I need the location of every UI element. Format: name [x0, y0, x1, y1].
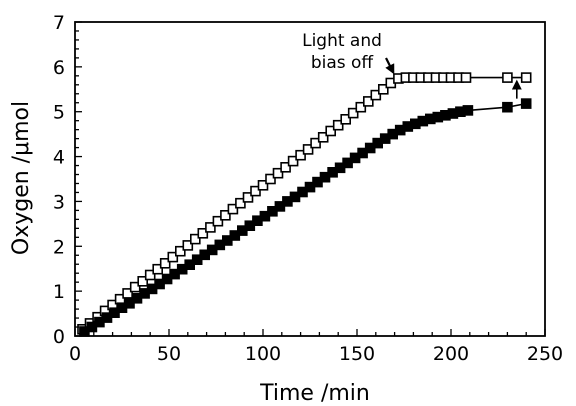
y-tick-label: 3 — [53, 191, 65, 213]
annotation-layer: Light and bias off — [302, 31, 522, 99]
series-1-point — [212, 215, 224, 227]
series-1-point — [362, 96, 374, 107]
series-1-point — [227, 203, 239, 215]
series-1-point — [167, 251, 179, 263]
series-1-point — [310, 137, 321, 149]
series-1-point — [272, 167, 284, 179]
y-tick-label: 2 — [53, 236, 65, 258]
plot-frame — [74, 21, 546, 337]
series-1-point — [235, 197, 246, 209]
x-axis-title: Time /min — [259, 381, 370, 406]
axes: 0 50 100 150 200 250 0 1 2 3 4 5 6 7 — [53, 12, 563, 365]
series-1-point — [347, 107, 359, 119]
series-1-point — [159, 257, 171, 269]
series-1-point — [295, 149, 306, 161]
series-2-point — [502, 101, 513, 113]
x-tick-label: 50 — [157, 343, 181, 365]
y-tick-label: 7 — [53, 12, 65, 34]
series-1-point — [287, 155, 299, 167]
series-1-point — [242, 192, 254, 203]
series-1-point — [317, 132, 329, 143]
series-2-point — [520, 98, 532, 109]
series-1-point — [377, 84, 389, 95]
series-1-point — [265, 173, 276, 185]
x-tick-label: 250 — [527, 343, 563, 365]
series-1-point — [280, 162, 291, 173]
annotation-arrow — [385, 57, 395, 75]
series-1-point — [197, 228, 209, 239]
series-1-point — [340, 114, 352, 125]
series-1-point — [502, 72, 513, 83]
series-1-point — [257, 180, 269, 191]
series-1-point — [137, 275, 148, 287]
series-1-point — [460, 72, 472, 83]
series-1-point — [144, 269, 156, 281]
annotation-line-2: bias off — [311, 53, 375, 73]
x-tick-label: 150 — [339, 343, 375, 365]
y-tick-label: 1 — [53, 281, 65, 303]
series-1-point — [370, 89, 382, 101]
x-tick-label: 200 — [433, 343, 469, 365]
series-1-point — [325, 125, 337, 137]
series-1-point — [332, 119, 344, 131]
series-1-point — [520, 72, 532, 83]
x-tick-label: 100 — [245, 343, 281, 365]
y-tick-label: 4 — [53, 147, 65, 169]
series-layer — [77, 72, 532, 337]
y-tick-label: 6 — [53, 57, 65, 79]
y-tick-label: 0 — [53, 326, 65, 348]
series-1-point — [355, 101, 367, 113]
series-1-point — [220, 210, 231, 221]
annotation-line-1: Light and — [302, 31, 382, 51]
y-axis-title: Oxygen /μmol — [9, 101, 34, 255]
series-1-point — [175, 245, 186, 257]
y-tick-label: 5 — [53, 102, 65, 124]
x-tick-label: 0 — [69, 343, 81, 365]
series-1-point — [250, 185, 261, 197]
series-1-point — [129, 281, 141, 293]
series-2-point — [462, 105, 474, 116]
series-2-line — [83, 102, 527, 333]
series-1-point — [190, 233, 201, 245]
series-1-point — [205, 222, 216, 233]
series-1-point — [152, 263, 163, 275]
series-1-point — [182, 240, 194, 251]
series-1-point — [302, 144, 314, 155]
